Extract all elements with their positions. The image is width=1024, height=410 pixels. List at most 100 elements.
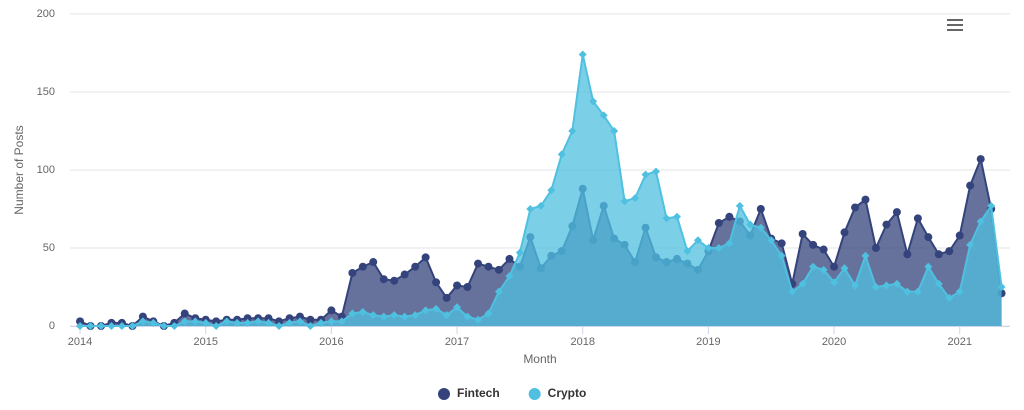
x-axis-title: Month: [523, 352, 556, 366]
point-marker: [306, 322, 315, 330]
x-tick-label: 2018: [570, 336, 594, 348]
point-marker: [159, 322, 168, 330]
y-tick-label: 200: [37, 8, 55, 20]
y-tick-label: 150: [37, 86, 55, 98]
x-tick-label: 2019: [696, 336, 720, 348]
series: [76, 50, 1006, 330]
point-marker: [107, 322, 116, 330]
menu-icon[interactable]: [947, 19, 963, 31]
point-marker: [295, 317, 304, 326]
point-marker: [955, 287, 964, 296]
area-fill: [80, 54, 1002, 327]
point-marker: [369, 258, 378, 267]
point-marker: [568, 127, 577, 135]
point-marker: [830, 262, 839, 271]
point-marker: [840, 228, 849, 237]
point-marker: [934, 279, 943, 288]
legend-item[interactable]: Fintech: [438, 386, 500, 400]
point-marker: [515, 248, 524, 257]
point-marker: [264, 314, 273, 323]
point-marker: [756, 223, 765, 232]
point-marker: [913, 214, 922, 223]
point-marker: [411, 311, 420, 320]
point-marker: [222, 317, 231, 326]
point-marker: [390, 276, 399, 285]
point-marker: [976, 155, 985, 164]
point-marker: [432, 278, 441, 287]
point-marker: [494, 287, 503, 296]
point-marker: [756, 205, 765, 213]
point-marker: [997, 283, 1006, 291]
point-marker: [316, 318, 325, 327]
point-marker: [484, 262, 493, 271]
point-marker: [285, 314, 294, 323]
point-marker: [233, 318, 242, 327]
point-marker: [149, 318, 158, 327]
point-marker: [809, 262, 818, 271]
point-marker: [358, 262, 367, 271]
point-marker: [138, 312, 147, 321]
x-tick-label: 2017: [445, 336, 469, 348]
point-marker: [327, 317, 336, 326]
point-marker: [432, 304, 441, 313]
point-marker: [589, 97, 598, 106]
point-marker: [526, 205, 535, 213]
point-marker: [453, 281, 462, 290]
point-marker: [463, 283, 472, 291]
point-marker: [987, 201, 996, 210]
point-marker: [254, 317, 263, 326]
point-marker: [274, 322, 283, 330]
point-marker: [945, 247, 954, 256]
point-marker: [494, 265, 503, 274]
y-axis-title: Number of Posts: [12, 125, 26, 214]
point-marker: [348, 309, 357, 318]
point-marker: [945, 293, 954, 302]
menu-button[interactable]: [940, 12, 970, 40]
point-marker: [903, 287, 912, 296]
point-marker: [474, 259, 483, 268]
point-marker: [809, 240, 818, 249]
point-marker: [798, 279, 807, 288]
point-marker: [882, 281, 891, 290]
point-marker: [76, 322, 85, 330]
point-marker: [453, 303, 462, 312]
point-marker: [421, 306, 430, 315]
point-marker: [966, 240, 975, 249]
point-marker: [97, 322, 106, 330]
point-marker: [651, 167, 660, 176]
y-tick-label: 50: [43, 242, 55, 254]
point-marker: [505, 254, 514, 263]
x-tick-label: 2020: [822, 336, 846, 348]
point-marker: [819, 265, 828, 274]
point-marker: [777, 239, 786, 248]
point-marker: [788, 287, 797, 296]
point-marker: [180, 309, 189, 318]
legend-symbol: [438, 388, 450, 400]
point-marker: [672, 212, 681, 221]
point-marker: [379, 275, 388, 284]
point-marker: [892, 279, 901, 288]
point-marker: [86, 322, 95, 330]
point-marker: [725, 212, 734, 221]
x-tick-label: 2016: [319, 336, 343, 348]
point-marker: [369, 311, 378, 320]
point-marker: [871, 283, 880, 291]
point-marker: [662, 214, 671, 223]
point-marker: [128, 322, 137, 330]
point-marker: [212, 322, 221, 330]
point-marker: [851, 203, 860, 212]
point-marker: [714, 219, 723, 228]
legend-symbol: [528, 388, 541, 400]
point-marker: [295, 312, 304, 321]
point-marker: [882, 220, 891, 229]
point-marker: [683, 247, 692, 256]
point-marker: [903, 250, 912, 259]
point-marker: [934, 250, 943, 259]
point-marker: [851, 281, 860, 290]
point-marker: [861, 195, 870, 204]
point-marker: [892, 208, 901, 217]
point-marker: [411, 262, 420, 271]
legend-item[interactable]: Crypto: [528, 386, 587, 400]
y-tick-label: 0: [49, 320, 55, 332]
